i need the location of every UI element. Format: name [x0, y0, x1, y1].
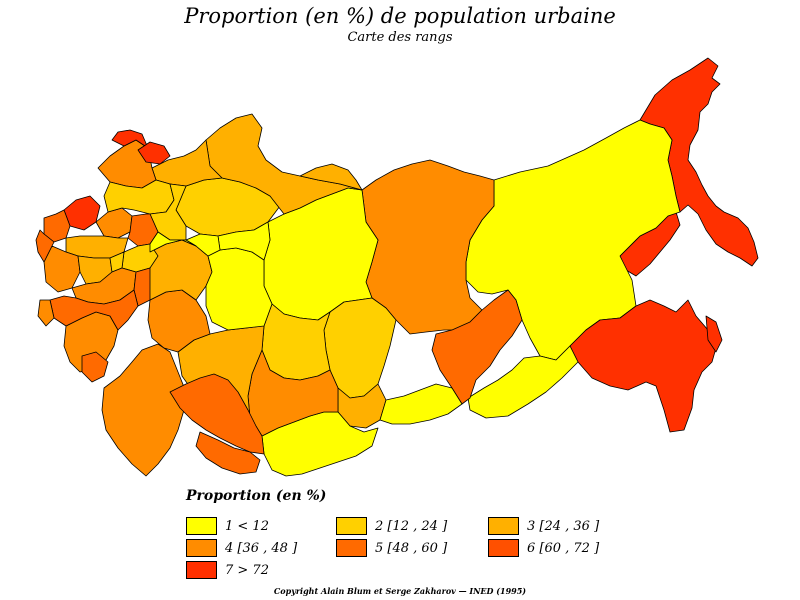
region-amur [467, 345, 579, 419]
legend-label-2: 2 [12 , 24 ] [375, 518, 448, 534]
region-murmansk [111, 129, 149, 149]
legend-swatch-2 [336, 517, 367, 535]
legend-label-6: 6 [60 , 72 ] [527, 540, 600, 556]
legend-item-2: 2 [12 , 24 ] [336, 516, 447, 536]
region-moldova [37, 299, 55, 327]
legend-swatch-6 [488, 539, 519, 557]
map-subtitle: Carte des rangs [347, 30, 453, 45]
legend-label-4: 4 [36 , 48 ] [225, 540, 298, 556]
copyright-notice: Copyright Alain Blum et Serge Zakharov —… [273, 586, 527, 596]
legend-swatch-1 [186, 517, 217, 535]
region-perm [217, 221, 271, 261]
region-sverdlovsk [205, 247, 273, 331]
region-tuva [379, 383, 463, 425]
region-sakhalin [705, 315, 723, 353]
legend-label-3: 3 [24 , 36 ] [527, 518, 600, 534]
legend-label-7: 7 > 72 [225, 562, 269, 578]
legend-item-7: 7 > 72 [186, 560, 269, 580]
region-leningrad [63, 195, 101, 231]
legend-item-3: 3 [24 , 36 ] [488, 516, 599, 536]
legend-label-5: 5 [48 , 60 ] [375, 540, 448, 556]
legend-item-5: 5 [48 , 60 ] [336, 538, 447, 558]
legend-title: Proportion (en %) [186, 488, 327, 504]
region-baltic [35, 229, 55, 263]
legend-swatch-3 [488, 517, 519, 535]
legend-swatch-5 [336, 539, 367, 557]
legend-label-1: 1 < 12 [225, 518, 269, 534]
map-title: Proportion (en %) de population urbaine [184, 4, 616, 28]
region-khabarovsk [569, 299, 717, 433]
region-yamal [299, 163, 363, 191]
region-irkutsk [431, 289, 523, 405]
region-georgia [81, 351, 109, 383]
region-ukraine-south [49, 289, 139, 331]
region-tajik-kyrgyz [195, 431, 261, 475]
legend-item-6: 6 [60 , 72 ] [488, 538, 599, 558]
region-voronezh [133, 267, 151, 307]
legend-swatch-4 [186, 539, 217, 557]
region-turkmenistan [101, 343, 187, 477]
legend-item-1: 1 < 12 [186, 516, 269, 536]
region-nizhny [149, 231, 197, 253]
region-kola [137, 141, 171, 165]
region-novgorod [95, 207, 133, 239]
legend-item-4: 4 [36 , 48 ] [186, 538, 297, 558]
region-uzbekistan [169, 373, 265, 455]
region-yakutia [465, 119, 681, 361]
legend-swatch-7 [186, 561, 217, 579]
